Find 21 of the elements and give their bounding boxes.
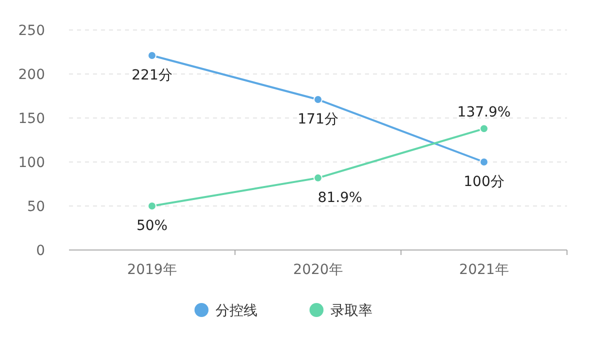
x-tick-label: 2021年	[459, 262, 509, 278]
y-tick-label: 50	[27, 199, 45, 215]
point	[480, 158, 488, 166]
legend-label: 录取率	[330, 303, 372, 319]
data-label: 100分	[464, 174, 504, 190]
y-tick-label: 200	[18, 67, 45, 83]
y-tick-label: 150	[18, 111, 45, 127]
y-tick-label: 0	[36, 243, 45, 259]
y-tick-label: 250	[18, 23, 45, 39]
y-tick-label: 100	[18, 155, 45, 171]
x-tick-label: 2020年	[293, 262, 343, 278]
legend-label: 分控线	[216, 303, 258, 319]
x-tick-label: 2019年	[127, 262, 177, 278]
point	[148, 202, 156, 210]
point	[480, 124, 488, 134]
data-label: 221分	[132, 68, 172, 84]
data-label: 81.9%	[318, 190, 362, 206]
data-label: 171分	[298, 112, 338, 128]
point	[314, 173, 322, 182]
data-label: 50%	[136, 218, 168, 234]
data-label: 137.9%	[457, 104, 511, 121]
